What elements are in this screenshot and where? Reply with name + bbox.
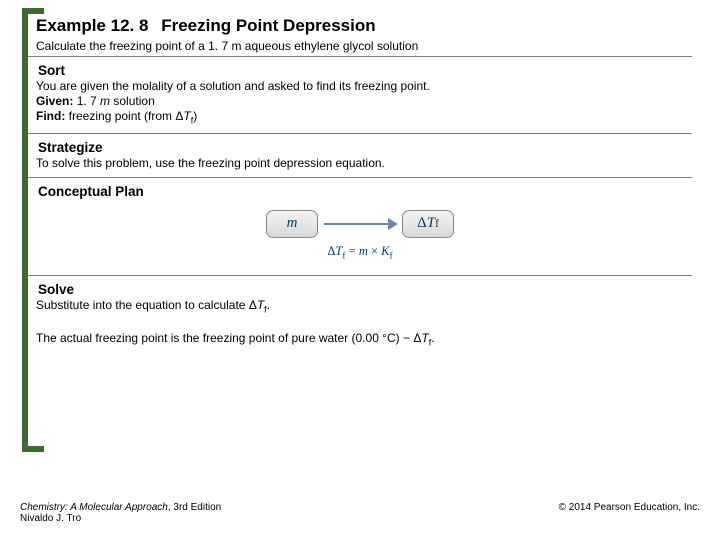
strategize-body: To solve this problem, use the freezing …: [28, 156, 692, 178]
strategize-header: Strategize: [28, 134, 692, 156]
find-value: freezing point (from ΔTf): [69, 109, 198, 123]
given-label: Given:: [36, 94, 73, 108]
solve-line2: The actual freezing point is the freezin…: [36, 331, 435, 345]
sort-body: You are given the molality of a solution…: [28, 79, 692, 134]
plan-output-box: ΔTf: [402, 210, 454, 238]
problem-statement: Calculate the freezing point of a 1. 7 m…: [28, 38, 692, 57]
solve-header: Solve: [28, 276, 692, 298]
solve-line1: Substitute into the equation to calculat…: [36, 298, 270, 312]
sort-header: Sort: [28, 57, 692, 79]
page-content: Example 12. 8 Freezing Point Depression …: [28, 14, 692, 354]
solve-body: Substitute into the equation to calculat…: [28, 298, 692, 354]
footer: Chemistry: A Molecular Approach, 3rd Edi…: [20, 502, 700, 524]
sort-intro: You are given the molality of a solution…: [36, 79, 430, 93]
example-name: Freezing Point Depression: [161, 16, 375, 35]
arrow-icon: [324, 223, 396, 225]
example-number: Example 12. 8: [36, 16, 148, 35]
find-label: Find:: [36, 109, 65, 123]
book-author: Nivaldo J. Tro: [20, 513, 81, 524]
example-title: Example 12. 8 Freezing Point Depression: [28, 14, 692, 38]
plan-header: Conceptual Plan: [28, 178, 692, 200]
book-edition: , 3rd Edition: [168, 502, 221, 513]
footer-left: Chemistry: A Molecular Approach, 3rd Edi…: [20, 502, 221, 524]
book-title: Chemistry: A Molecular Approach: [20, 502, 168, 513]
footer-right: © 2014 Pearson Education, Inc.: [559, 502, 700, 524]
plan-equation: ΔTf = m × Kf: [327, 244, 392, 262]
given-value: 1. 7 m solution: [77, 94, 155, 108]
accent-bottom: [22, 446, 44, 452]
conceptual-plan-diagram: m ΔTf ΔTf = m × Kf: [28, 200, 692, 277]
plan-boxes: m ΔTf: [266, 210, 454, 238]
plan-input-box: m: [266, 210, 318, 238]
